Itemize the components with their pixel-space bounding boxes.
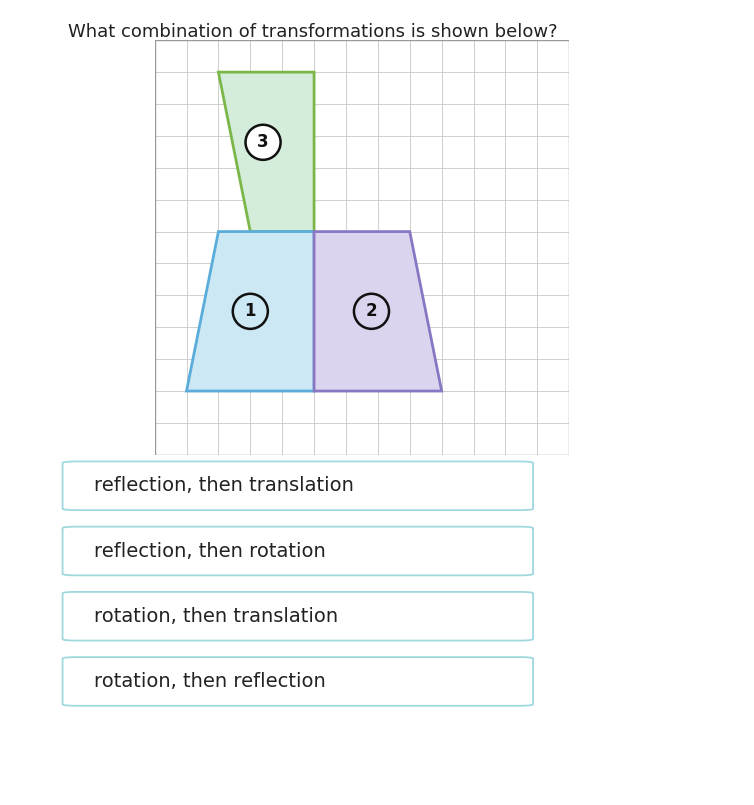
- Text: reflection, then rotation: reflection, then rotation: [94, 542, 326, 560]
- FancyBboxPatch shape: [63, 526, 533, 576]
- FancyBboxPatch shape: [63, 657, 533, 706]
- Text: reflection, then translation: reflection, then translation: [94, 477, 354, 495]
- Circle shape: [246, 125, 280, 160]
- Text: 1: 1: [244, 303, 256, 320]
- Text: 3: 3: [257, 134, 269, 151]
- Text: rotation, then reflection: rotation, then reflection: [94, 672, 326, 691]
- Circle shape: [233, 294, 268, 329]
- Circle shape: [354, 294, 389, 329]
- Polygon shape: [314, 232, 442, 391]
- Text: What combination of transformations is shown below?: What combination of transformations is s…: [68, 23, 557, 40]
- Polygon shape: [186, 232, 314, 391]
- Polygon shape: [219, 72, 314, 232]
- FancyBboxPatch shape: [63, 461, 533, 510]
- Text: 2: 2: [366, 303, 377, 320]
- Text: rotation, then translation: rotation, then translation: [94, 607, 339, 625]
- FancyBboxPatch shape: [63, 592, 533, 641]
